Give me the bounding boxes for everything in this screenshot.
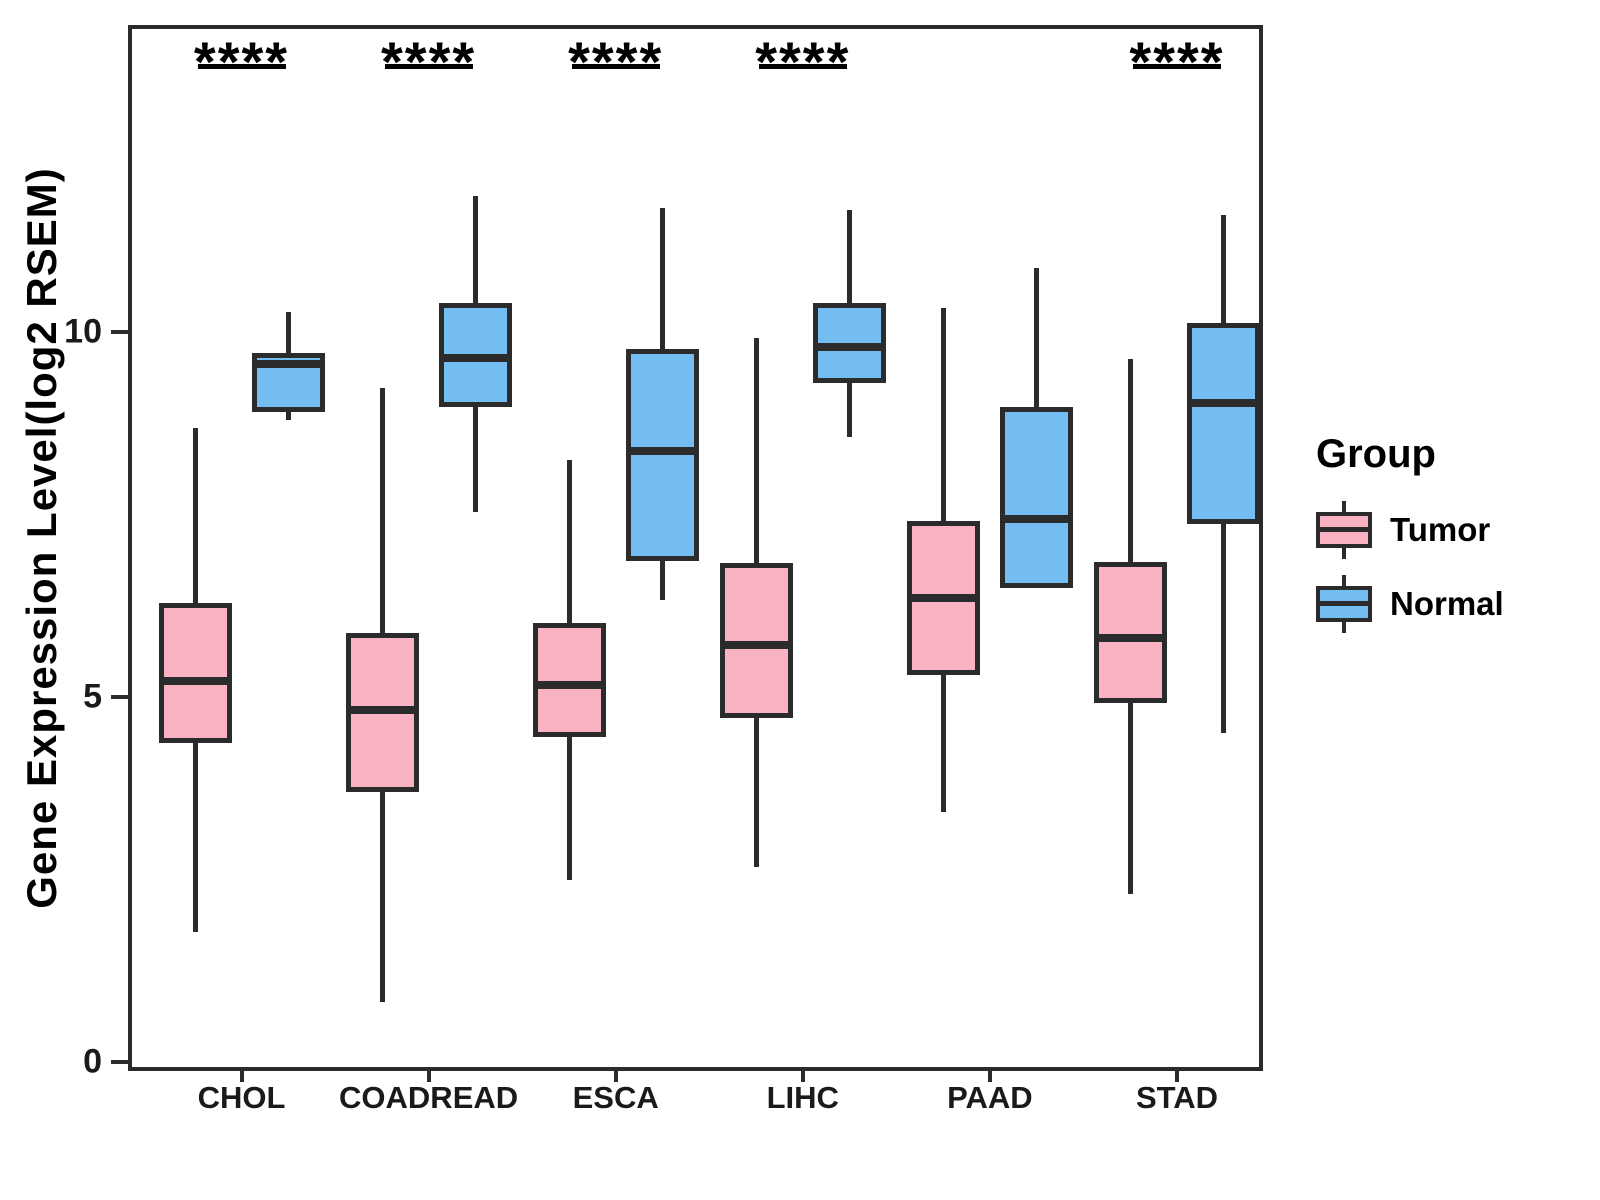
x-axis-label-stad: STAD xyxy=(1135,1080,1219,1115)
legend: Group Tumor Normal xyxy=(1316,432,1504,633)
median-esca-normal xyxy=(625,446,699,455)
x-axis-tick-stad xyxy=(1175,1071,1179,1082)
significance-bar-chol xyxy=(197,64,286,69)
x-axis-label-esca: ESCA xyxy=(572,1080,659,1115)
median-stad-tumor xyxy=(1094,633,1167,642)
boxplot-key-normal-icon xyxy=(1316,575,1372,633)
legend-title: Group xyxy=(1316,432,1436,476)
x-axis-tick-lihc xyxy=(800,1071,805,1082)
x-axis-label-paad: PAAD xyxy=(947,1080,1033,1115)
median-stad-normal xyxy=(1187,398,1260,407)
legend-label-tumor: Tumor xyxy=(1390,511,1491,548)
box-stad-tumor xyxy=(1094,561,1167,703)
significance-bar-lihc xyxy=(758,64,847,69)
median-paad-tumor xyxy=(906,593,980,602)
significance-stars-chol: **** xyxy=(193,30,290,93)
significance-bar-coadread xyxy=(384,64,473,69)
significance-stars-coadread: **** xyxy=(381,30,477,93)
boxplot-key-tumor-icon xyxy=(1316,501,1372,559)
median-lihc-normal xyxy=(812,343,886,352)
median-chol-normal xyxy=(251,360,325,369)
key-median xyxy=(1316,527,1372,532)
key-median xyxy=(1316,601,1372,606)
box-lihc-tumor xyxy=(719,562,793,719)
box-lihc-normal xyxy=(812,302,886,384)
y-axis-tick-label: 0 xyxy=(83,1042,102,1081)
legend-item-tumor: Tumor xyxy=(1316,501,1504,559)
significance-stars-lihc: **** xyxy=(755,30,851,93)
median-coadread-normal xyxy=(438,354,512,363)
x-axis-tick-coadread xyxy=(426,1071,431,1082)
y-axis-tick-label: 10 xyxy=(64,312,102,351)
median-esca-tumor xyxy=(532,681,606,690)
box-stad-normal xyxy=(1187,323,1260,524)
box-esca-normal xyxy=(625,348,699,562)
significance-bar-stad xyxy=(1133,64,1221,69)
significance-bar-esca xyxy=(571,64,660,69)
x-axis-tick-paad xyxy=(987,1071,992,1082)
x-axis-tick-chol xyxy=(239,1071,244,1082)
median-paad-normal xyxy=(999,514,1073,523)
y-axis-tick xyxy=(111,695,128,699)
x-axis-label-chol: CHOL xyxy=(197,1080,286,1115)
median-chol-tumor xyxy=(158,676,232,685)
legend-label-normal: Normal xyxy=(1390,585,1504,622)
y-axis-tick xyxy=(111,330,128,334)
median-lihc-tumor xyxy=(719,641,793,650)
significance-stars-esca: **** xyxy=(568,30,664,93)
y-axis-tick-label: 5 xyxy=(83,677,102,716)
x-axis-tick-esca xyxy=(613,1071,618,1082)
box-esca-tumor xyxy=(532,623,606,738)
box-chol-tumor xyxy=(158,602,232,743)
y-axis-tick xyxy=(111,1060,128,1064)
median-coadread-tumor xyxy=(345,706,419,715)
box-paad-normal xyxy=(999,407,1073,589)
x-axis-label-lihc: LIHC xyxy=(766,1080,839,1115)
x-axis-label-coadread: COADREAD xyxy=(339,1080,519,1115)
significance-stars-stad: **** xyxy=(1129,30,1225,93)
legend-item-normal: Normal xyxy=(1316,575,1504,633)
